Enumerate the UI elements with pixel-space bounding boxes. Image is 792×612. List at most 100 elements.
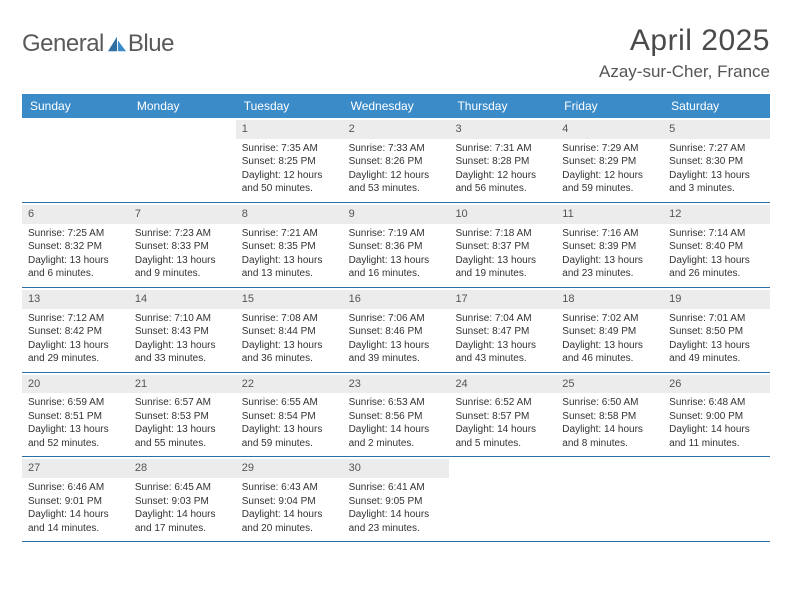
- calendar-day-cell: 11Sunrise: 7:16 AMSunset: 8:39 PMDayligh…: [556, 203, 663, 287]
- calendar-day-cell: 2Sunrise: 7:33 AMSunset: 8:26 PMDaylight…: [343, 118, 450, 202]
- calendar-table: SundayMondayTuesdayWednesdayThursdayFrid…: [22, 94, 770, 542]
- sunrise-line: Sunrise: 6:48 AM: [669, 396, 764, 410]
- sunrise-line: Sunrise: 7:23 AM: [135, 227, 230, 241]
- calendar-day-cell: 8Sunrise: 7:21 AMSunset: 8:35 PMDaylight…: [236, 203, 343, 287]
- daylight-line: Daylight: 13 hours and 23 minutes.: [562, 254, 657, 281]
- day-number: 4: [556, 120, 663, 139]
- sunset-line: Sunset: 8:54 PM: [242, 410, 337, 424]
- daylight-line: Daylight: 14 hours and 2 minutes.: [349, 423, 444, 450]
- daylight-line: Daylight: 13 hours and 3 minutes.: [669, 169, 764, 196]
- sunrise-line: Sunrise: 6:45 AM: [135, 481, 230, 495]
- sunrise-line: Sunrise: 7:04 AM: [455, 312, 550, 326]
- sunset-line: Sunset: 8:57 PM: [455, 410, 550, 424]
- calendar-day-cell: 18Sunrise: 7:02 AMSunset: 8:49 PMDayligh…: [556, 288, 663, 372]
- sunrise-line: Sunrise: 7:08 AM: [242, 312, 337, 326]
- sunrise-line: Sunrise: 7:01 AM: [669, 312, 764, 326]
- day-number: 30: [343, 459, 450, 478]
- sunrise-line: Sunrise: 6:53 AM: [349, 396, 444, 410]
- calendar-page: General Blue April 2025 Azay-sur-Cher, F…: [0, 0, 792, 552]
- day-number: 1: [236, 120, 343, 139]
- daylight-line: Daylight: 13 hours and 43 minutes.: [455, 339, 550, 366]
- day-number: 20: [22, 375, 129, 394]
- daylight-line: Daylight: 13 hours and 36 minutes.: [242, 339, 337, 366]
- day-number: 6: [22, 205, 129, 224]
- weekday-header-cell: Sunday: [22, 94, 129, 118]
- sunrise-line: Sunrise: 6:59 AM: [28, 396, 123, 410]
- day-number: 9: [343, 205, 450, 224]
- calendar-day-cell: [556, 457, 663, 541]
- calendar-week-row: 20 Sunrise: 6:59 AMSunset: 8:51 PM Dayligh…: [22, 373, 770, 458]
- calendar-day-cell: 4Sunrise: 7:29 AMSunset: 8:29 PMDaylight…: [556, 118, 663, 202]
- calendar-day-cell: 30Sunrise: 6:41 AMSunset: 9:05 PMDayligh…: [343, 457, 450, 541]
- sunrise-line: Sunrise: 7:16 AM: [562, 227, 657, 241]
- sunset-line: Sunset: 8:32 PM: [28, 240, 123, 254]
- sunset-line: Sunset: 8:26 PM: [349, 155, 444, 169]
- daylight-line: Daylight: 13 hours and 59 minutes.: [242, 423, 337, 450]
- calendar-day-cell: 13Sunrise: 7:12 AMSunset: 8:42 PMDayligh…: [22, 288, 129, 372]
- day-number: 21: [129, 375, 236, 394]
- sunset-line: Sunset: 8:49 PM: [562, 325, 657, 339]
- sunrise-line: Sunrise: 7:06 AM: [349, 312, 444, 326]
- calendar-day-cell: 27Sunrise: 6:46 AMSunset: 9:01 PMDayligh…: [22, 457, 129, 541]
- sunrise-line: Sunrise: 7:18 AM: [455, 227, 550, 241]
- calendar-day-cell: 17Sunrise: 7:04 AMSunset: 8:47 PMDayligh…: [449, 288, 556, 372]
- daylight-line: Daylight: 12 hours and 59 minutes.: [562, 169, 657, 196]
- calendar-week-row: 6Sunrise: 7:25 AMSunset: 8:32 PMDaylight…: [22, 203, 770, 288]
- weekday-header-cell: Wednesday: [343, 94, 450, 118]
- daylight-line: Daylight: 14 hours and 8 minutes.: [562, 423, 657, 450]
- day-number: 17: [449, 290, 556, 309]
- calendar-day-cell: 23Sunrise: 6:53 AMSunset: 8:56 PMDayligh…: [343, 373, 450, 457]
- sunset-line: Sunset: 9:00 PM: [669, 410, 764, 424]
- sunrise-line: Sunrise: 6:43 AM: [242, 481, 337, 495]
- sunset-line: Sunset: 9:05 PM: [349, 495, 444, 509]
- calendar-day-cell: 10Sunrise: 7:18 AMSunset: 8:37 PMDayligh…: [449, 203, 556, 287]
- day-number: 10: [449, 205, 556, 224]
- sunset-line: Sunset: 8:37 PM: [455, 240, 550, 254]
- sunrise-line: Sunrise: 7:25 AM: [28, 227, 123, 241]
- calendar-day-cell: [449, 457, 556, 541]
- calendar-day-cell: 29 Sunrise: 6:43 AMSunset: 9:04 PMDayligh…: [236, 457, 343, 541]
- sunset-line: Sunset: 9:04 PM: [242, 495, 337, 509]
- sunset-line: Sunset: 8:36 PM: [349, 240, 444, 254]
- sunset-line: Sunset: 8:28 PM: [455, 155, 550, 169]
- weekday-header-row: SundayMondayTuesdayWednesdayThursdayFrid…: [22, 94, 770, 118]
- sunset-line: Sunset: 8:30 PM: [669, 155, 764, 169]
- daylight-line: Daylight: 12 hours and 50 minutes.: [242, 169, 337, 196]
- day-number: 29: [236, 459, 343, 478]
- sunset-line: Sunset: 8:56 PM: [349, 410, 444, 424]
- calendar-day-cell: 19Sunrise: 7:01 AMSunset: 8:50 PMDayligh…: [663, 288, 770, 372]
- sunrise-line: Sunrise: 7:27 AM: [669, 142, 764, 156]
- sunset-line: Sunset: 8:42 PM: [28, 325, 123, 339]
- day-number: 26: [663, 375, 770, 394]
- weekday-header-cell: Monday: [129, 94, 236, 118]
- calendar-day-cell: [663, 457, 770, 541]
- sunset-line: Sunset: 8:51 PM: [28, 410, 123, 424]
- calendar-day-cell: 24Sunrise: 6:52 AMSunset: 8:57 PMDayligh…: [449, 373, 556, 457]
- day-number: 18: [556, 290, 663, 309]
- daylight-line: Daylight: 14 hours and 11 minutes.: [669, 423, 764, 450]
- daylight-line: Daylight: 13 hours and 6 minutes.: [28, 254, 123, 281]
- sunrise-line: Sunrise: 7:33 AM: [349, 142, 444, 156]
- day-number: 16: [343, 290, 450, 309]
- sunrise-line: Sunrise: 6:55 AM: [242, 396, 337, 410]
- day-number: 2: [343, 120, 450, 139]
- daylight-line: Daylight: 14 hours and 5 minutes.: [455, 423, 550, 450]
- day-number: 27: [22, 459, 129, 478]
- daylight-line: Daylight: 13 hours and 46 minutes.: [562, 339, 657, 366]
- calendar-day-cell: 26 Sunrise: 6:48 AMSunset: 9:00 PMDayligh…: [663, 373, 770, 457]
- calendar-day-cell: 14Sunrise: 7:10 AMSunset: 8:43 PMDayligh…: [129, 288, 236, 372]
- sunset-line: Sunset: 8:35 PM: [242, 240, 337, 254]
- day-number: 8: [236, 205, 343, 224]
- page-header: General Blue April 2025 Azay-sur-Cher, F…: [22, 24, 770, 82]
- calendar-day-cell: 5Sunrise: 7:27 AMSunset: 8:30 PMDaylight…: [663, 118, 770, 202]
- sunrise-line: Sunrise: 6:41 AM: [349, 481, 444, 495]
- daylight-line: Daylight: 13 hours and 9 minutes.: [135, 254, 230, 281]
- calendar-day-cell: 16Sunrise: 7:06 AMSunset: 8:46 PMDayligh…: [343, 288, 450, 372]
- daylight-line: Daylight: 14 hours and 17 minutes.: [135, 508, 230, 535]
- day-number: 19: [663, 290, 770, 309]
- calendar-day-cell: [22, 118, 129, 202]
- daylight-line: Daylight: 14 hours and 20 minutes.: [242, 508, 337, 535]
- daylight-line: Daylight: 13 hours and 55 minutes.: [135, 423, 230, 450]
- month-title: April 2025: [599, 24, 770, 58]
- day-number: 24: [449, 375, 556, 394]
